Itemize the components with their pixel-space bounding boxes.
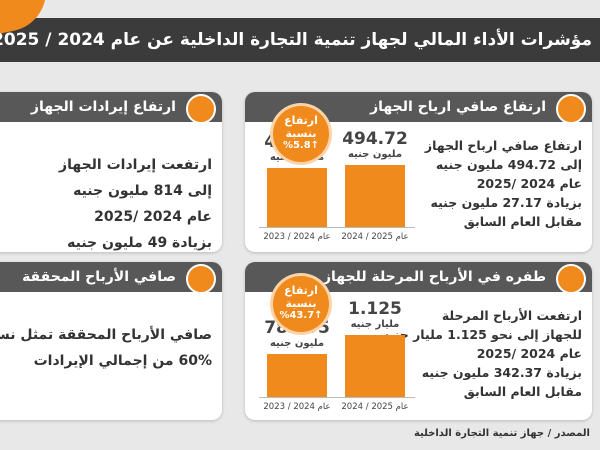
text-line: صافي الأرباح المحققة تمثل نسبة (0, 327, 212, 343)
text-line: ارتفاع صافي ارباح الجهاز (424, 138, 582, 153)
category-label: عام 2024 / 2023 (263, 402, 331, 412)
title-band (0, 18, 600, 62)
text-line: بزيادة 49 مليون جنيه (67, 235, 212, 251)
badge-text: ارتفاع بنسبة (284, 284, 318, 310)
panel-icon (186, 264, 216, 294)
text-line: 60% من إجمالي الإيرادات (33, 353, 212, 369)
panel: ارتفاع إيرادات الجهاز ارتفعت إيرادات الجه… (0, 92, 222, 252)
bar (345, 165, 405, 227)
value-number: 1.125 (348, 299, 402, 319)
source-note: المصدر / جهاز تنمية التجارة الداخلية (413, 428, 590, 439)
panel-icon (186, 94, 216, 124)
panel-icon (556, 94, 586, 124)
text-line: إلى 814 مليون جنيه (73, 183, 212, 199)
panel-header: ارتفاع إيرادات الجهاز (0, 92, 222, 122)
value-unit: مليون جنيه (269, 337, 325, 349)
bar (267, 353, 327, 397)
badge-change: ↑%5.8 (282, 140, 320, 151)
text-line: عام 2024 /2025 (476, 176, 582, 191)
value-number: 494.72 (342, 129, 408, 149)
text-line: ارتفعت إيرادات الجهاز (59, 157, 212, 173)
badge-change: ↑%43.7 (279, 310, 323, 321)
panel: صافي الأرباح المحققة صافي الأرباح المحققة… (0, 262, 222, 420)
badge-text: ارتفاع بنسبة (284, 114, 318, 140)
value-unit: مليار جنيه (350, 319, 400, 330)
text-line: إلى 494.72 مليون جنيه (435, 157, 582, 172)
text-line: بزيادة 342.37 مليون جنيه (421, 365, 582, 380)
panel: ارتفاع صافي ارباح الجهاز ارتفاع صافي اربا… (245, 92, 592, 252)
panel: طفره في الأرباح المرحلة للجهاز ارتفعت الأ… (245, 262, 592, 420)
change-badge: ارتفاع بنسبة ↑%5.8 (273, 106, 329, 162)
text-line: عام 2024 /2025 (94, 209, 212, 225)
text-line: بزيادة 27.17 مليون جنيه (430, 195, 582, 210)
panel-header: صافي الأرباح المحققة (0, 262, 222, 292)
text-line: مقابل العام السابق (463, 214, 582, 229)
bar (345, 335, 405, 397)
category-label: عام 2024 / 2023 (263, 232, 331, 242)
text-line: عام 2024 /2025 (476, 346, 582, 361)
value-label: 494.72 مليون جنيه (335, 129, 415, 160)
category-label: عام 2025 / 2024 (341, 232, 409, 242)
bar (267, 168, 327, 227)
category-label: عام 2025 / 2024 (341, 402, 409, 412)
panel-text: صافي الأرباح المحققة تمثل نسبة 60% من إجم… (0, 322, 212, 374)
text-line: ارتفعت الأرباح المرحلة (441, 308, 582, 323)
text-line: مقابل العام السابق (463, 384, 582, 399)
change-badge: ارتفاع بنسبة ↑%43.7 (273, 276, 329, 332)
baseline (259, 397, 415, 398)
panel-icon (556, 264, 586, 294)
value-label: 1.125 مليار جنيه (335, 299, 415, 330)
panel-text: ارتفعت إيرادات الجهاز إلى 814 مليون جنيه ع… (59, 152, 212, 252)
baseline (259, 227, 415, 228)
page-title: مؤشرات الأداء المالي لجهاز تنمية التجارة… (0, 30, 592, 50)
value-unit: مليون جنيه (347, 149, 403, 160)
panel-text: ارتفاع صافي ارباح الجهاز إلى 494.72 مليون… (425, 136, 582, 231)
